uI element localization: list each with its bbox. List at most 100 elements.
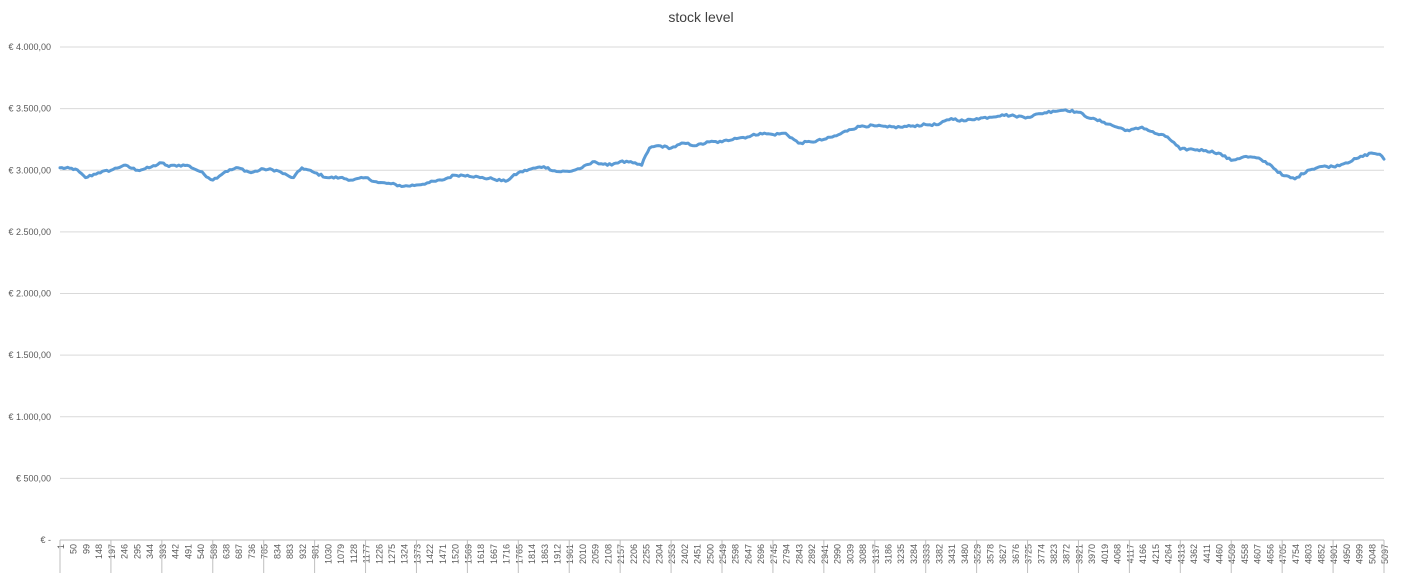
x-tick-label: 3627 bbox=[998, 544, 1008, 564]
x-tick-label: 491 bbox=[183, 544, 193, 559]
x-tick-label: 1961 bbox=[565, 544, 575, 564]
x-tick-label: 2059 bbox=[591, 544, 601, 564]
x-tick-label: 4117 bbox=[1125, 544, 1135, 563]
x-tick-label: 4754 bbox=[1291, 544, 1301, 564]
x-tick-label: 2745 bbox=[769, 544, 779, 564]
x-tick-label: 3529 bbox=[973, 544, 983, 564]
x-tick-label: 3774 bbox=[1036, 544, 1046, 564]
x-tick-label: 883 bbox=[285, 544, 295, 559]
x-tick-label: 540 bbox=[196, 544, 206, 559]
x-tick-label: 2941 bbox=[820, 544, 830, 564]
x-tick-label: 3921 bbox=[1074, 544, 1084, 564]
x-tick-label: 4215 bbox=[1151, 544, 1161, 564]
x-tick-label: 1030 bbox=[323, 544, 333, 564]
x-tick-label: 2647 bbox=[743, 544, 753, 564]
x-tick-label: 99 bbox=[81, 544, 91, 554]
x-tick-label: 638 bbox=[222, 544, 232, 559]
x-tick-label: 2353 bbox=[667, 544, 677, 564]
x-tick-label: 2255 bbox=[642, 544, 652, 564]
x-tick-label: 1863 bbox=[540, 544, 550, 564]
x-tick-label: 2892 bbox=[807, 544, 817, 564]
x-tick-label: 3088 bbox=[858, 544, 868, 564]
x-tick-label: 442 bbox=[171, 544, 181, 559]
y-tick-label: € 2.500,00 bbox=[8, 227, 51, 237]
x-tick-label: 3039 bbox=[845, 544, 855, 564]
x-tick-label: 1079 bbox=[336, 544, 346, 564]
x-tick-label: 2108 bbox=[603, 544, 613, 564]
x-tick-label: 1912 bbox=[553, 544, 563, 564]
x-tick-label: 246 bbox=[120, 544, 130, 559]
x-tick-label: 3676 bbox=[1011, 544, 1021, 564]
y-tick-label: € 4.000,00 bbox=[8, 42, 51, 52]
x-tick-label: 3480 bbox=[960, 544, 970, 564]
x-tick-label: 4509 bbox=[1227, 544, 1237, 564]
x-tick-label: 2010 bbox=[578, 544, 588, 564]
x-tick-label: 2696 bbox=[756, 544, 766, 564]
x-tick-label: 393 bbox=[158, 544, 168, 559]
y-tick-label: € 3.500,00 bbox=[8, 104, 51, 114]
x-tick-label: 4019 bbox=[1100, 544, 1110, 564]
x-tick-label: 4705 bbox=[1278, 544, 1288, 564]
x-tick-label: 736 bbox=[247, 544, 257, 559]
x-tick-label: 3235 bbox=[896, 544, 906, 564]
y-tick-label: € - bbox=[40, 535, 51, 545]
x-tick-label: 3186 bbox=[884, 544, 894, 564]
x-tick-label: 2402 bbox=[680, 544, 690, 564]
x-tick-label: 2549 bbox=[718, 544, 728, 564]
x-tick-label: 2451 bbox=[693, 544, 703, 564]
x-tick-label: 3725 bbox=[1024, 544, 1034, 564]
x-tick-label: 2157 bbox=[616, 544, 626, 564]
x-tick-label: 4558 bbox=[1240, 544, 1250, 564]
x-tick-label: 4166 bbox=[1138, 544, 1148, 564]
x-tick-label: 295 bbox=[132, 544, 142, 559]
x-tick-label: 5048 bbox=[1367, 544, 1377, 564]
y-tick-label: € 500,00 bbox=[16, 473, 51, 483]
series-line bbox=[58, 108, 1386, 188]
x-tick-label: 1324 bbox=[400, 544, 410, 564]
x-tick-label: 1667 bbox=[489, 544, 499, 564]
x-tick-label: 1569 bbox=[463, 544, 473, 564]
x-tick-label: 4411 bbox=[1202, 544, 1212, 563]
x-tick-label: 2206 bbox=[629, 544, 639, 564]
x-tick-label: 3970 bbox=[1087, 544, 1097, 564]
x-tick-label: 3578 bbox=[985, 544, 995, 564]
x-tick-label: 981 bbox=[311, 544, 321, 559]
x-tick-label: 687 bbox=[234, 544, 244, 559]
x-tick-label: 1814 bbox=[527, 544, 537, 564]
x-tick-label: 932 bbox=[298, 544, 308, 559]
x-tick-label: 1716 bbox=[502, 544, 512, 564]
x-tick-label: 785 bbox=[260, 544, 270, 559]
x-tick-label: 1275 bbox=[387, 544, 397, 564]
x-tick-label: 2843 bbox=[794, 544, 804, 564]
y-tick-label: € 2.000,00 bbox=[8, 289, 51, 299]
x-tick-label: 4362 bbox=[1189, 544, 1199, 564]
x-tick-label: 589 bbox=[209, 544, 219, 559]
x-tick-label: 3284 bbox=[909, 544, 919, 564]
x-tick-label: 4460 bbox=[1215, 544, 1225, 564]
x-tick-label: 4999 bbox=[1355, 544, 1365, 564]
x-tick-label: 3823 bbox=[1049, 544, 1059, 564]
x-tick-label: 4068 bbox=[1113, 544, 1123, 564]
y-tick-label: € 3.000,00 bbox=[8, 165, 51, 175]
x-tick-label: 834 bbox=[272, 544, 282, 559]
y-tick-label: € 1.500,00 bbox=[8, 350, 51, 360]
x-tick-label: 4313 bbox=[1176, 544, 1186, 564]
x-tick-label: 344 bbox=[145, 544, 155, 559]
x-tick-label: 4803 bbox=[1304, 544, 1314, 564]
x-tick-label: 1177 bbox=[362, 544, 372, 563]
x-tick-label: 4607 bbox=[1253, 544, 1263, 564]
x-tick-label: 2990 bbox=[833, 544, 843, 564]
x-tick-label: 2304 bbox=[654, 544, 664, 564]
x-tick-label: 4656 bbox=[1265, 544, 1275, 564]
x-tick-label: 3431 bbox=[947, 544, 957, 564]
x-tick-label: 1128 bbox=[349, 544, 359, 563]
x-tick-label: 4950 bbox=[1342, 544, 1352, 564]
x-tick-label: 3872 bbox=[1062, 544, 1072, 564]
x-tick-label: 4901 bbox=[1329, 544, 1339, 564]
y-tick-label: € 1.000,00 bbox=[8, 412, 51, 422]
x-tick-label: 1520 bbox=[451, 544, 461, 564]
x-tick-label: 4264 bbox=[1164, 544, 1174, 564]
x-tick-label: 3137 bbox=[871, 544, 881, 564]
